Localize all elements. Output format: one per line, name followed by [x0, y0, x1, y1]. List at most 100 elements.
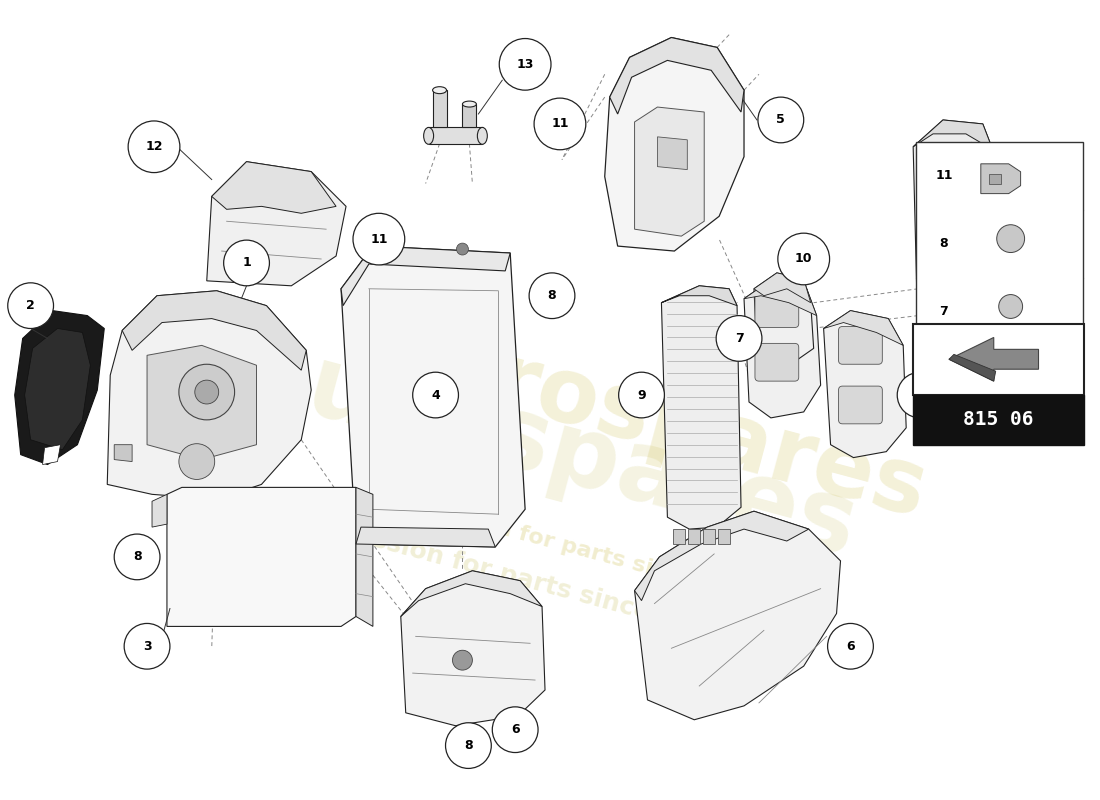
Text: 11: 11: [935, 170, 953, 182]
Polygon shape: [949, 354, 996, 381]
Circle shape: [716, 315, 762, 362]
Circle shape: [128, 121, 180, 173]
Text: 10: 10: [795, 253, 813, 266]
Polygon shape: [635, 107, 704, 236]
Polygon shape: [754, 273, 814, 362]
Text: 6: 6: [846, 640, 855, 653]
Circle shape: [114, 534, 160, 580]
Polygon shape: [114, 445, 132, 462]
Polygon shape: [689, 529, 701, 544]
Bar: [913, 395, 1085, 445]
Polygon shape: [211, 162, 337, 214]
Bar: [916, 142, 1084, 346]
Ellipse shape: [462, 101, 476, 107]
Polygon shape: [167, 487, 356, 626]
Circle shape: [179, 364, 234, 420]
Text: 815 06: 815 06: [964, 410, 1034, 430]
FancyBboxPatch shape: [838, 386, 882, 424]
Circle shape: [778, 233, 829, 285]
Polygon shape: [981, 164, 1021, 194]
Polygon shape: [122, 290, 306, 370]
FancyBboxPatch shape: [755, 343, 799, 381]
Polygon shape: [949, 338, 1038, 381]
Circle shape: [179, 444, 214, 479]
Polygon shape: [341, 246, 510, 306]
Polygon shape: [824, 310, 906, 458]
Circle shape: [827, 623, 873, 669]
Polygon shape: [744, 283, 816, 315]
Polygon shape: [635, 511, 840, 720]
Polygon shape: [673, 529, 685, 544]
Polygon shape: [429, 127, 482, 144]
Polygon shape: [718, 529, 730, 544]
Text: a passion for parts since 1985: a passion for parts since 1985: [395, 490, 766, 608]
Text: 5: 5: [777, 114, 785, 126]
Polygon shape: [341, 246, 525, 547]
Text: 7: 7: [735, 332, 744, 345]
Ellipse shape: [477, 127, 487, 144]
Polygon shape: [147, 346, 256, 459]
Text: 4: 4: [431, 389, 440, 402]
Circle shape: [529, 273, 575, 318]
Ellipse shape: [432, 86, 447, 94]
Text: 3: 3: [143, 640, 152, 653]
Text: eurospares: eurospares: [232, 321, 868, 578]
Circle shape: [456, 243, 469, 255]
Text: 8: 8: [939, 237, 948, 250]
Text: 6: 6: [510, 723, 519, 736]
Polygon shape: [744, 283, 821, 418]
Circle shape: [493, 707, 538, 753]
Circle shape: [223, 240, 270, 286]
Polygon shape: [658, 137, 688, 170]
Polygon shape: [824, 310, 903, 346]
Circle shape: [412, 372, 459, 418]
Text: 7: 7: [915, 389, 924, 402]
Text: 1: 1: [242, 257, 251, 270]
Text: 8: 8: [464, 739, 473, 752]
Polygon shape: [400, 571, 544, 726]
Polygon shape: [989, 174, 1001, 184]
Polygon shape: [661, 286, 737, 306]
Circle shape: [997, 225, 1024, 253]
Polygon shape: [24, 329, 90, 450]
Text: 8: 8: [548, 290, 557, 302]
Circle shape: [353, 214, 405, 265]
Text: eurospares: eurospares: [363, 303, 936, 536]
Text: 14: 14: [999, 220, 1016, 233]
Polygon shape: [462, 104, 476, 127]
Ellipse shape: [424, 127, 433, 144]
Circle shape: [446, 722, 492, 769]
Polygon shape: [913, 120, 996, 362]
Text: 8: 8: [133, 550, 142, 563]
Polygon shape: [754, 273, 811, 302]
Circle shape: [982, 200, 1034, 252]
Circle shape: [758, 97, 804, 142]
Polygon shape: [913, 120, 993, 150]
Circle shape: [618, 372, 664, 418]
Polygon shape: [400, 571, 542, 617]
Polygon shape: [432, 90, 447, 127]
Polygon shape: [356, 527, 495, 547]
Polygon shape: [635, 511, 808, 601]
Text: 11: 11: [370, 233, 387, 246]
Polygon shape: [609, 38, 744, 114]
Polygon shape: [605, 38, 744, 251]
Polygon shape: [14, 310, 104, 465]
Polygon shape: [703, 529, 715, 544]
Circle shape: [535, 98, 586, 150]
Circle shape: [452, 650, 472, 670]
Text: 2: 2: [26, 299, 35, 312]
FancyBboxPatch shape: [755, 290, 799, 327]
Text: 7: 7: [939, 305, 948, 318]
Polygon shape: [152, 494, 167, 527]
Bar: [913, 323, 1085, 395]
Text: 12: 12: [145, 140, 163, 154]
Polygon shape: [107, 290, 311, 499]
Text: 11: 11: [551, 118, 569, 130]
Circle shape: [999, 294, 1023, 318]
Text: 13: 13: [516, 58, 534, 71]
Polygon shape: [207, 162, 346, 286]
Polygon shape: [661, 286, 741, 529]
Circle shape: [8, 283, 54, 329]
Text: a passion for parts since 1985: a passion for parts since 1985: [311, 512, 729, 646]
